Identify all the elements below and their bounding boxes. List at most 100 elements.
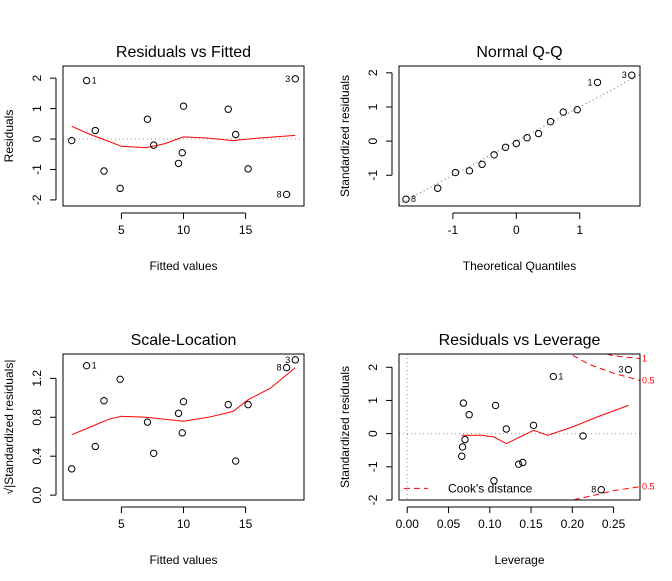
- data-point: [291, 356, 300, 364]
- data-point: [402, 195, 410, 203]
- x-axis-label: Theoretical Quantiles: [463, 259, 576, 273]
- plot-frame: [398, 65, 641, 207]
- data-point: [100, 397, 108, 405]
- normal-qq-panel: 8 1 3 -1 0 1 -1 0 1 2 Normal Q-Q Theoretical Quanti…: [338, 44, 641, 273]
- cooks-contour-upper: [569, 354, 640, 381]
- y-tick-label: -2: [30, 194, 44, 205]
- data-point: [502, 425, 510, 433]
- x-tick-label: 15: [239, 223, 253, 237]
- x-tick-label: 1: [576, 223, 583, 237]
- data-point: [465, 167, 474, 175]
- cooks-contour-label: 0.5: [642, 376, 655, 386]
- y-axis-label: Residuals: [2, 110, 16, 163]
- data-point: [461, 435, 469, 444]
- data-point: [244, 165, 252, 173]
- data-point: [597, 486, 605, 494]
- point-label: 8: [277, 189, 282, 199]
- x-tick-label: 5: [118, 223, 125, 237]
- data-point: [179, 397, 188, 406]
- point-label: 3: [618, 365, 623, 375]
- data-point: [549, 372, 558, 381]
- data-point: [178, 149, 186, 157]
- y-tick-label: -2: [366, 494, 380, 505]
- y-tick-label: 1.2: [30, 370, 44, 387]
- point-label: 1: [92, 76, 97, 86]
- plot-area: [399, 354, 640, 500]
- y-tick-label: 0.8: [30, 409, 44, 426]
- point-label: 3: [285, 74, 290, 84]
- data-point: [174, 409, 183, 418]
- data-point: [523, 134, 531, 142]
- smoother-line: [71, 367, 296, 436]
- y-axis-label: Standardized residuals: [338, 366, 352, 488]
- x-tick-label: 5: [118, 517, 125, 531]
- x-tick-label: 15: [239, 517, 253, 531]
- smoother-line: [461, 404, 629, 445]
- plot-area: [399, 74, 640, 205]
- y-tick-label: 1: [30, 105, 44, 112]
- data-point: [67, 465, 76, 473]
- data-point: [282, 363, 291, 372]
- data-point: [91, 126, 99, 135]
- qq-reference-line: [399, 74, 640, 205]
- legend-label: Cook's distance: [448, 481, 533, 495]
- y-tick-label: 0: [30, 135, 44, 142]
- data-point: [282, 190, 291, 199]
- smoother-line: [71, 125, 296, 149]
- plot-frame: [62, 65, 305, 207]
- data-point: [143, 418, 152, 426]
- y-tick-label: 1: [366, 397, 380, 404]
- x-tick-label: 0.25: [602, 517, 626, 531]
- x-tick-label: 0.05: [437, 517, 461, 531]
- plot-title: Normal Q-Q: [476, 44, 562, 61]
- data-point: [231, 457, 240, 465]
- point-label: 3: [622, 70, 627, 80]
- data-point: [82, 76, 91, 85]
- data-point: [465, 411, 473, 419]
- plot-frame: [398, 353, 641, 501]
- point-label: 1: [558, 372, 563, 382]
- y-tick-label: -1: [366, 170, 380, 181]
- data-point: [143, 115, 152, 123]
- data-point: [529, 421, 538, 430]
- data-point: [231, 130, 240, 139]
- cooks-contour-label: 1: [642, 354, 647, 364]
- x-axis-label: Fitted values: [149, 259, 217, 273]
- data-point: [458, 452, 466, 460]
- scale-location-panel: 1 83 5 10 15 0.0 0.4 0.8 1.2 Scale-Location Fitted…: [2, 332, 305, 567]
- data-point: [244, 400, 252, 409]
- point-label: 8: [591, 485, 596, 495]
- data-point: [458, 443, 467, 451]
- residuals-vs-fitted-panel: 1 3 8 5 10 15 -2 -1 0 1 2 Residuals vs Fitted Fitted…: [2, 44, 305, 273]
- y-axis-label: √|Standardized residuals|: [2, 360, 16, 495]
- point-label: 3: [285, 355, 290, 365]
- y-tick-label: -1: [366, 461, 380, 472]
- y-tick-label: 0.0: [30, 486, 44, 503]
- data-point: [291, 75, 300, 83]
- data-point: [459, 399, 468, 407]
- data-point: [116, 375, 124, 384]
- y-tick-label: 0: [366, 137, 380, 144]
- y-tick-label: 1: [366, 103, 380, 110]
- cooks-contour-upper: [604, 354, 640, 360]
- y-tick-label: 2: [30, 75, 44, 82]
- data-point: [179, 102, 188, 110]
- y-tick-label: 2: [366, 364, 380, 371]
- plot-area: [63, 125, 304, 149]
- y-tick-label: -1: [30, 164, 44, 175]
- data-point: [433, 184, 442, 192]
- x-tick-label: 10: [177, 223, 191, 237]
- x-tick-label: 0.20: [561, 517, 585, 531]
- x-tick-label: 0: [513, 223, 520, 237]
- data-point: [451, 168, 460, 177]
- cooks-contour-label: 0.5: [642, 482, 655, 492]
- x-tick-label: 0.15: [519, 517, 543, 531]
- data-point: [149, 141, 158, 149]
- y-tick-label: 0.4: [30, 448, 44, 465]
- plot-title: Scale-Location: [131, 332, 237, 349]
- data-point: [579, 432, 587, 440]
- data-point: [178, 429, 186, 437]
- x-axis-label: Fitted values: [149, 553, 217, 567]
- data-point: [100, 167, 108, 175]
